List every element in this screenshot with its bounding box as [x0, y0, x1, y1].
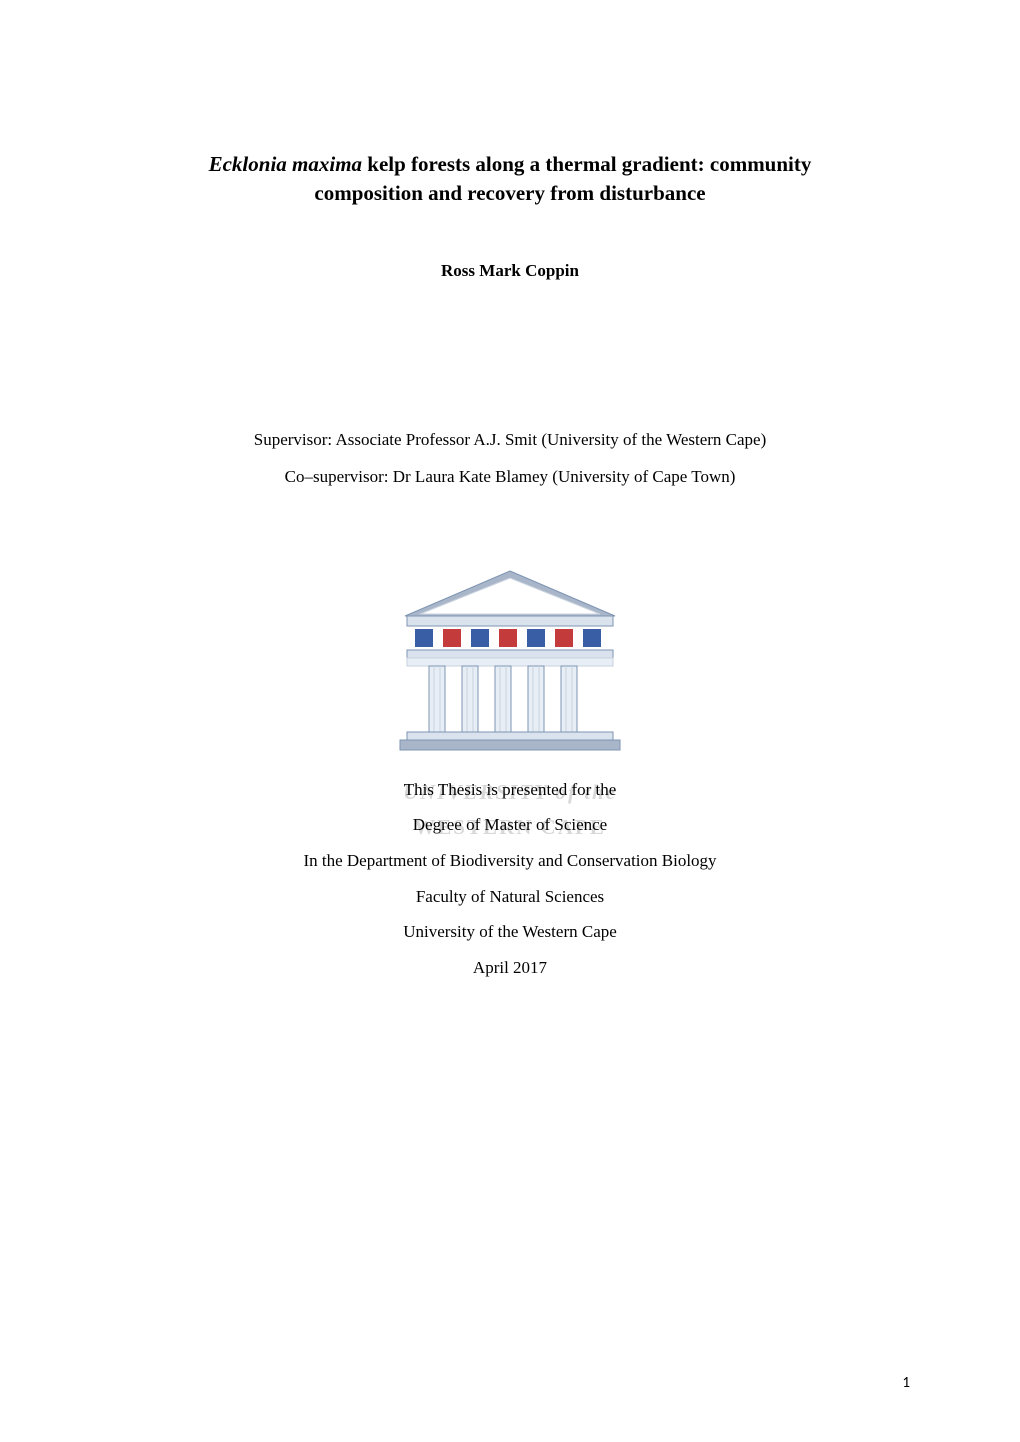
thesis-info-block: UNIVERSITY of the This Thesis is present… — [110, 772, 910, 986]
supervisor-block: Supervisor: Associate Professor A.J. Smi… — [110, 421, 910, 496]
co-supervisor-line: Co–supervisor: Dr Laura Kate Blamey (Uni… — [110, 458, 910, 495]
author-name: Ross Mark Coppin — [110, 261, 910, 281]
title-rest-line1: kelp forests along a thermal gradient: c… — [362, 152, 811, 176]
info-line-date: April 2017 — [110, 950, 910, 986]
info-line-degree: Degree of Master of Science — [413, 815, 607, 834]
info-line-presented: This Thesis is presented for the — [404, 780, 617, 799]
info-line-university: University of the Western Cape — [110, 914, 910, 950]
page-number: 1 — [902, 1374, 910, 1392]
title-line2: composition and recovery from disturbanc… — [110, 179, 910, 208]
thesis-title: Ecklonia maxima kelp forests along a the… — [110, 150, 910, 209]
supervisor-line: Supervisor: Associate Professor A.J. Smi… — [110, 421, 910, 458]
info-line-faculty: Faculty of Natural Sciences — [110, 879, 910, 915]
university-crest-icon — [385, 566, 635, 756]
title-italic-species: Ecklonia maxima — [209, 152, 362, 176]
university-logo — [110, 566, 910, 756]
